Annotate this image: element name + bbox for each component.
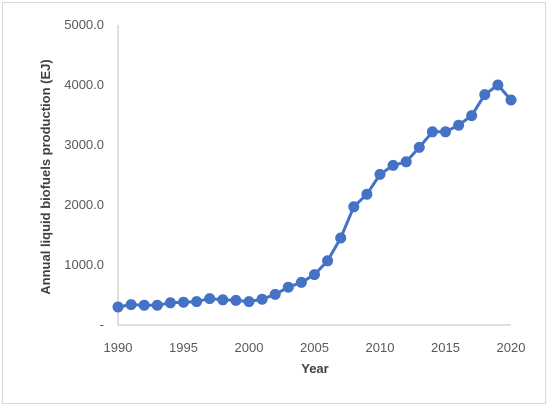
data-point	[191, 296, 203, 308]
data-point	[269, 288, 281, 300]
x-tick-label: 2020	[497, 340, 526, 355]
data-point	[413, 141, 425, 153]
y-tick-label: 5000.0	[64, 17, 104, 32]
x-axis-title: Year	[301, 361, 328, 376]
data-point	[204, 293, 216, 305]
y-tick-label: 3000.0	[64, 137, 104, 152]
data-point	[178, 296, 189, 308]
x-tick-label: 2000	[235, 340, 264, 355]
data-point	[361, 188, 373, 200]
x-tick-label: 1990	[104, 340, 133, 355]
data-point	[335, 232, 347, 244]
data-point	[282, 281, 294, 293]
data-point	[479, 89, 491, 101]
y-axis-title: Annual liquid biofuels production (EJ)	[38, 59, 53, 294]
x-tick-label: 2005	[300, 340, 329, 355]
data-point	[348, 201, 360, 213]
data-point	[217, 294, 229, 306]
x-axis: 1990 1995 2000 2005 2010 2015 2020	[104, 324, 526, 355]
data-point	[387, 159, 399, 171]
x-tick-label: 1995	[169, 340, 198, 355]
data-point	[230, 294, 242, 306]
y-tick-label: -	[100, 317, 104, 332]
data-point	[440, 126, 451, 138]
data-point	[138, 299, 150, 311]
data-point	[112, 301, 124, 313]
data-point	[125, 299, 137, 311]
data-point	[374, 168, 386, 180]
data-point	[151, 299, 163, 311]
data-point	[453, 119, 465, 131]
data-point	[243, 296, 255, 308]
y-tick-label: 1000.0	[64, 257, 104, 272]
data-point	[256, 293, 268, 305]
data-point	[466, 110, 478, 122]
y-tick-label: 4000.0	[64, 77, 104, 92]
data-point	[505, 94, 517, 106]
data-point	[426, 126, 438, 138]
x-tick-label: 2010	[366, 340, 395, 355]
data-point	[322, 255, 334, 267]
data-point	[309, 269, 320, 281]
chart-border	[2, 2, 546, 404]
data-point	[295, 276, 307, 288]
data-point	[164, 297, 176, 309]
y-axis: - 1000.0 2000.0 3000.0 4000.0 5000.0	[64, 17, 119, 332]
x-tick-label: 2015	[431, 340, 460, 355]
data-point	[400, 156, 412, 168]
series	[112, 79, 517, 313]
y-tick-label: 2000.0	[64, 197, 104, 212]
data-point	[492, 79, 504, 91]
